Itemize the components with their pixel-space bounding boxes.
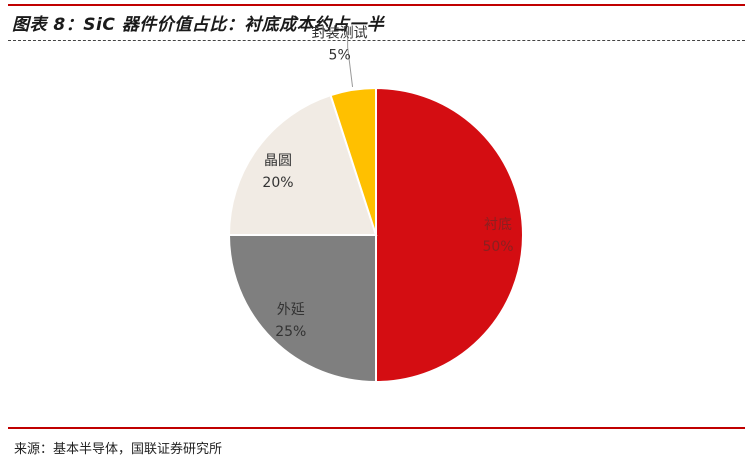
pie-slice-0 (375, 86, 524, 384)
title-divider (8, 40, 745, 41)
slice-value-label-2: 20% (262, 175, 293, 191)
leader-line-3 (347, 31, 354, 87)
slice-name-label-3: 封装测试 (312, 25, 368, 41)
slice-value-label-1: 25% (275, 324, 306, 340)
top-rule (8, 4, 745, 6)
slice-name-label-1: 外延 (277, 302, 305, 318)
source-note: 来源：基本半导体，国联证券研究所 (14, 442, 223, 457)
bottom-rule (8, 427, 745, 429)
slice-value-label-0: 50% (482, 239, 513, 255)
figure-title: 图表 8：SiC 器件价值占比：衬底成本约占一半 (12, 15, 385, 35)
pie-slice-1 (227, 234, 377, 384)
slice-name-label-2: 晶圆 (264, 153, 292, 169)
pie-slice-3 (329, 86, 377, 236)
slice-name-label-0: 衬底 (484, 217, 512, 233)
slice-value-label-3: 5% (329, 47, 351, 63)
pie-slice-2 (227, 93, 378, 236)
